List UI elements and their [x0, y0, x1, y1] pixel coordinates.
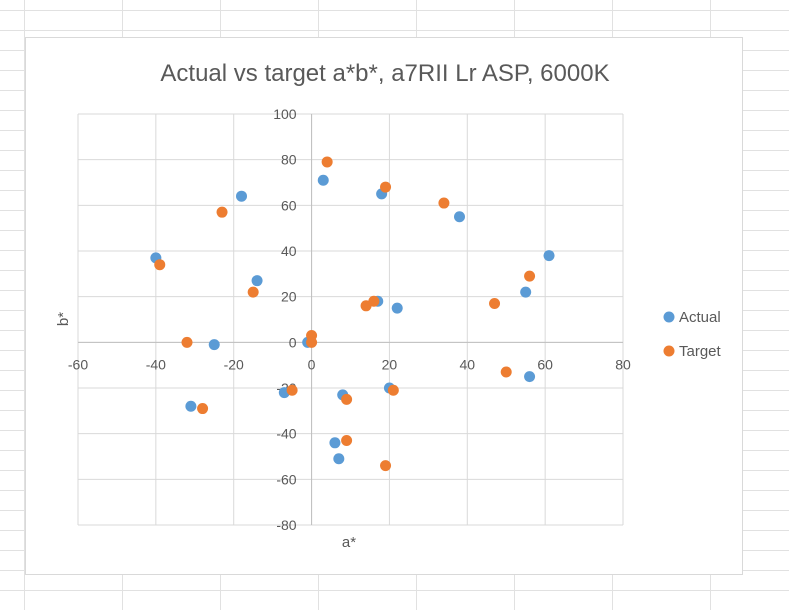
target-point-9 — [360, 300, 372, 312]
actual-point-12 — [524, 371, 536, 383]
target-point-4 — [154, 259, 166, 271]
scatter-chart: Actual vs target a*b*, a7RII Lr ASP, 600… — [55, 60, 722, 551]
x-tick-label: 80 — [615, 356, 631, 372]
y-tick-label: 40 — [281, 243, 297, 259]
target-point-6 — [247, 286, 259, 298]
x-axis-tick-labels: -60 -40 -20 0 20 40 60 80 — [68, 356, 631, 372]
actual-point-9 — [391, 302, 403, 314]
legend-label-actual: Actual — [679, 309, 721, 326]
x-tick-label: 20 — [382, 356, 398, 372]
target-point-1 — [380, 181, 392, 193]
target-point-5 — [524, 270, 536, 282]
target-point-11 — [306, 336, 318, 348]
legend-label-target: Target — [679, 343, 722, 360]
actual-point-17 — [329, 437, 341, 449]
y-tick-label: -80 — [276, 517, 296, 533]
actual-point-0 — [236, 190, 247, 202]
chart-axes — [78, 114, 623, 525]
y-tick-label: -60 — [276, 471, 296, 487]
y-tick-label: 0 — [289, 334, 297, 350]
chart-frame[interactable]: Actual vs target a*b*, a7RII Lr ASP, 600… — [25, 37, 743, 575]
chart-title: Actual vs target a*b*, a7RII Lr ASP, 600… — [160, 60, 609, 87]
target-point-15 — [387, 384, 399, 396]
legend-marker-actual — [663, 311, 675, 323]
x-tick-label: 40 — [459, 356, 475, 372]
legend-marker-target — [663, 345, 675, 357]
y-axis-tick-labels: -80-60-40-20020406080100 — [273, 106, 297, 533]
actual-point-7 — [520, 286, 532, 298]
actual-point-18 — [333, 453, 345, 465]
y-tick-label: 80 — [281, 152, 297, 168]
actual-point-4 — [543, 250, 555, 262]
target-point-19 — [380, 460, 392, 472]
target-point-18 — [341, 435, 353, 447]
target-point-2 — [438, 197, 450, 209]
data-markers — [150, 156, 555, 472]
chart-gridlines — [77, 113, 624, 526]
actual-point-6 — [251, 275, 263, 287]
x-tick-label: -60 — [68, 356, 88, 372]
y-tick-label: -40 — [276, 426, 296, 442]
x-axis-title: a* — [342, 534, 356, 551]
chart-legend[interactable]: Actual Target — [663, 309, 722, 360]
x-tick-label: -40 — [146, 356, 166, 372]
y-axis-title: b* — [55, 312, 72, 326]
y-tick-label: 100 — [273, 106, 297, 122]
actual-point-1 — [317, 174, 329, 186]
target-point-3 — [216, 206, 228, 218]
actual-point-3 — [454, 211, 465, 223]
target-point-17 — [197, 403, 209, 415]
actual-point-16 — [185, 400, 197, 412]
target-point-0 — [321, 156, 333, 168]
x-tick-label: -20 — [224, 356, 244, 372]
x-tick-label: 0 — [308, 356, 316, 372]
target-point-14 — [286, 384, 298, 396]
x-tick-label: 60 — [537, 356, 553, 372]
target-point-12 — [181, 336, 193, 348]
y-tick-label: 20 — [281, 289, 297, 305]
target-point-13 — [500, 366, 512, 378]
target-point-16 — [341, 393, 353, 405]
y-tick-label: 60 — [281, 197, 297, 213]
target-point-7 — [489, 298, 501, 310]
actual-point-10 — [208, 339, 220, 351]
